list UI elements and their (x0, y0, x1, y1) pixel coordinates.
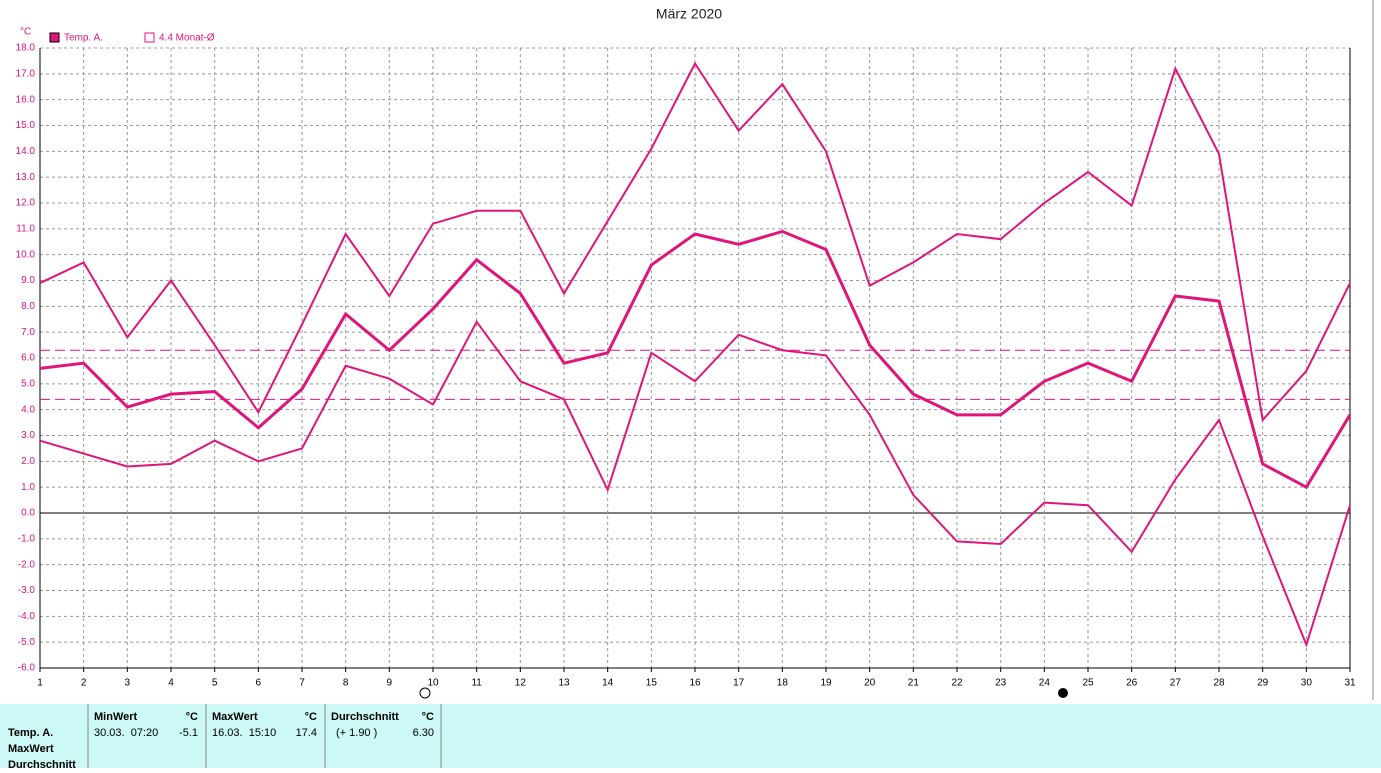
x-tick-label: 21 (908, 678, 920, 689)
y-tick-label: -1.0 (18, 533, 36, 544)
x-tick-label: 22 (951, 678, 963, 689)
x-tick-label: 20 (864, 678, 876, 689)
row-label: MaxWert (8, 743, 54, 755)
x-tick-label: 14 (602, 678, 614, 689)
series-line (39, 229, 1352, 490)
cell: 30.03. 07:20 (94, 727, 158, 739)
x-tick-label: 13 (558, 678, 570, 689)
x-tick-label: 27 (1170, 678, 1182, 689)
x-tick-label: 2 (81, 678, 87, 689)
y-tick-label: -4.0 (18, 611, 36, 622)
y-tick-label: 5.0 (21, 378, 35, 389)
y-tick-label: 17.0 (16, 68, 36, 79)
x-tick-label: 26 (1126, 678, 1138, 689)
x-tick-label: 10 (427, 678, 439, 689)
series-line (39, 61, 1351, 423)
legend-label: 4.4 Monat-Ø (159, 33, 215, 44)
x-tick-label: 9 (387, 678, 393, 689)
legend-label: Temp. A. (64, 33, 103, 44)
x-tick-label: 24 (1039, 678, 1051, 689)
x-tick-label: 16 (689, 678, 701, 689)
y-tick-label: 11.0 (16, 223, 35, 234)
x-tick-label: 23 (995, 678, 1007, 689)
x-tick-label: 17 (733, 678, 745, 689)
y-tick-label: 16.0 (16, 94, 36, 105)
x-tick-label: 18 (777, 678, 789, 689)
x-tick-label: 12 (515, 678, 527, 689)
x-tick-label: 5 (212, 678, 218, 689)
y-tick-label: 0.0 (21, 508, 35, 519)
col-header: MaxWert (212, 711, 258, 723)
x-tick-label: 15 (646, 678, 658, 689)
table-bg (0, 704, 1381, 768)
x-tick-label: 19 (820, 678, 832, 689)
moon-new (1058, 688, 1068, 698)
chart-title: März 2020 (656, 6, 722, 22)
y-tick-label: -3.0 (18, 585, 36, 596)
x-tick-label: 25 (1082, 678, 1094, 689)
legend-swatch (144, 32, 155, 43)
y-tick-label: 3.0 (21, 430, 35, 441)
cell: 17.4 (296, 727, 317, 739)
y-tick-label: 4.0 (21, 404, 35, 415)
y-tick-label: 18.0 (16, 43, 36, 54)
x-tick-label: 3 (125, 678, 131, 689)
y-tick-label: 14.0 (16, 146, 36, 157)
legend: Temp. A. 4.4 Monat-Ø (49, 32, 215, 44)
col-unit: °C (186, 711, 198, 723)
y-unit: °C (20, 27, 31, 38)
col-unit: °C (422, 711, 434, 723)
cell: 6.30 (413, 727, 434, 739)
x-tick-label: 11 (471, 678, 482, 689)
series-line (39, 319, 1351, 648)
y-tick-label: -2.0 (18, 559, 36, 570)
y-tick-label: 1.0 (21, 482, 35, 493)
row-label: Durchschnitt (8, 759, 76, 768)
x-tick-label: 6 (256, 678, 262, 689)
col-unit: °C (305, 711, 317, 723)
y-tick-label: 9.0 (21, 275, 35, 286)
row-label: Temp. A. (8, 727, 53, 739)
cell: (+ 1.90 ) (336, 727, 377, 739)
plot (39, 61, 1352, 648)
cell: -5.1 (179, 727, 198, 739)
col-header: MinWert (94, 711, 138, 723)
cell: 16.03. 15:10 (212, 727, 276, 739)
x-tick-label: 4 (168, 678, 174, 689)
x-tick-label: 31 (1344, 678, 1356, 689)
y-tick-label: 13.0 (16, 172, 36, 183)
x-tick-label: 29 (1257, 678, 1269, 689)
x-tick-label: 1 (37, 678, 43, 689)
x-tick-label: 7 (299, 678, 305, 689)
y-tick-label: 2.0 (21, 456, 35, 467)
side-panel (1356, 0, 1381, 700)
y-tick-label: 12.0 (16, 198, 36, 209)
y-tick-label: 10.0 (16, 249, 36, 260)
y-tick-label: 15.0 (16, 120, 36, 131)
x-tick-label: 30 (1301, 678, 1313, 689)
y-tick-label: 8.0 (21, 301, 35, 312)
stats-table: Temp. A. MaxWert Durchschnitt MinWert °C… (0, 704, 1381, 771)
x-tick-label: 8 (343, 678, 349, 689)
y-tick-label: -6.0 (18, 663, 36, 674)
y-tick-label: 6.0 (21, 353, 35, 364)
moon-full (419, 687, 431, 699)
y-tick-label: -5.0 (18, 637, 36, 648)
legend-swatch (49, 32, 60, 43)
x-tick-label: 28 (1213, 678, 1225, 689)
y-tick-label: 7.0 (21, 327, 35, 338)
col-header: Durchschnitt (331, 711, 399, 723)
